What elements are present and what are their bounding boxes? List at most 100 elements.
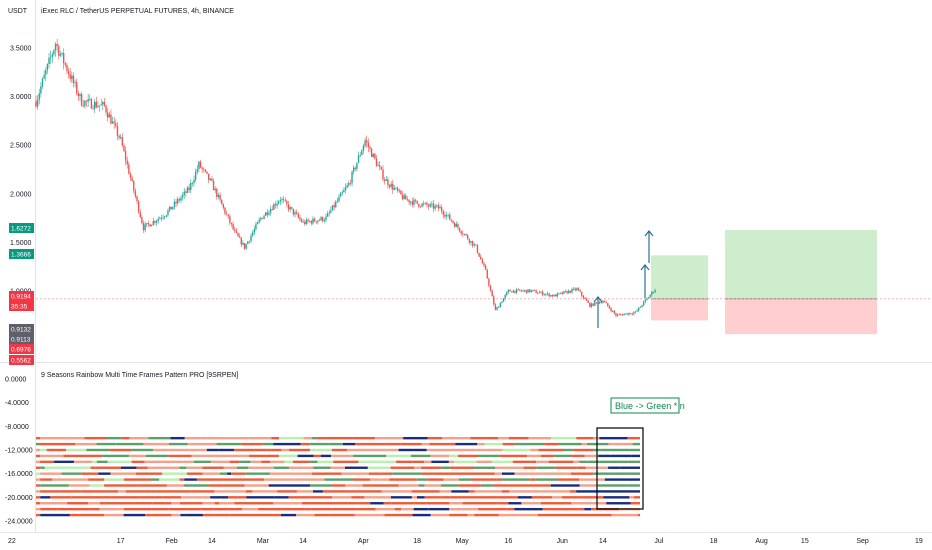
rainbow-segment [538,448,550,452]
rainbow-segment [243,502,273,505]
time-tick-label: 14 [208,538,216,545]
rainbow-segment [82,466,91,469]
candle-body [211,178,213,181]
loss-zone[interactable] [651,298,708,321]
rainbow-segment [36,484,41,487]
rainbow-segment [430,454,450,458]
candle-body [595,302,598,304]
candle-body [620,314,622,316]
candle-body [598,302,601,304]
rainbow-segment [540,454,555,458]
rainbow-segment [558,478,580,481]
price-tag-label: 0.9194 [11,294,31,301]
candle-body [115,123,117,127]
candle-body [201,167,203,169]
candle-body [398,190,400,192]
rainbow-segment [603,496,630,499]
profit-zone[interactable] [651,255,708,299]
rainbow-segment [476,448,487,452]
rainbow-segment [443,478,459,481]
loss-zone[interactable] [725,298,877,335]
rainbow-segment [514,472,542,475]
rainbow-segment [499,454,528,458]
rainbow-segment [71,496,85,499]
candle-body [481,259,484,264]
rainbow-segment [414,466,422,469]
rainbow-segment [424,496,435,499]
candle-body [116,126,119,136]
candle-body [172,206,174,210]
candle-body [157,218,159,222]
rainbow-segment [313,466,331,469]
candle-body [305,219,308,225]
rainbow-segment [237,496,247,499]
rainbow-segment [625,478,640,481]
candle-body [522,290,524,292]
rainbow-segment [283,478,296,481]
rainbow-segment [309,448,332,452]
indicator-axis[interactable]: 0.0000 -4.0000 -8.0000 -12.0000 -16.0000 -20.… [5,377,33,526]
rainbow-segment [96,442,116,446]
candle-body [56,44,58,47]
rainbow-segment [352,436,376,440]
rainbow-segment [381,490,388,493]
candle-body [45,70,47,75]
rainbow-segment [186,466,203,469]
candle-body [585,298,588,301]
rainbow-segment [506,507,515,511]
rainbow-segment [239,460,251,464]
candle-body [281,199,283,201]
rainbow-segment [264,478,284,481]
candle-body [377,165,379,167]
time-tick-label: 16 [504,538,512,545]
rainbow-segment [606,502,631,505]
candle-body [322,217,324,222]
price-pane[interactable] [35,38,932,335]
rainbow-segment [213,513,230,517]
rainbow-segment [498,496,518,499]
rainbow-segment [269,472,286,475]
candle-body [493,296,495,305]
candle-body [354,167,357,169]
candle-body [346,185,348,188]
rainbow-segment [226,436,249,440]
rainbow-segment [626,448,640,452]
rainbow-segment [139,496,146,499]
rainbow-segment [412,513,431,517]
time-tick-label: 14 [299,538,307,545]
rainbow-segment [428,507,450,511]
rainbow-segment [427,436,443,440]
candle-body [468,239,471,243]
rainbow-segment [571,454,585,458]
candle-body [326,213,329,217]
rainbow-segment [431,460,449,464]
candle-body [579,290,581,292]
rainbow-segment [184,436,201,440]
rainbow-segment [502,472,515,475]
profit-zone[interactable] [725,230,877,299]
candle-body [393,188,396,190]
time-axis[interactable]: 22 17 Feb 14 Mar 14 Apr 18 May 16 Jun 14 Jul 18 Aug 15 S… [8,538,923,545]
rainbow-segment [346,448,370,452]
candle-body [41,78,44,87]
rainbow-segment [416,496,425,499]
rainbow-segment [424,460,432,464]
rainbow-segment [73,460,93,464]
rainbow-segment [450,496,476,499]
candle-body [538,292,541,294]
indicator-pane[interactable] [36,436,640,517]
candle-body [537,293,539,294]
price-tag [9,291,34,301]
rainbow-segment [354,513,380,517]
rainbow-segment [309,442,329,446]
candle-body [149,224,151,227]
rainbow-segment [541,472,567,475]
rainbow-segment [179,466,187,469]
candle-body [519,289,521,291]
rainbow-segment [229,513,243,517]
rainbow-segment [273,442,301,446]
rainbow-segment [153,448,168,452]
candle-body [98,105,101,107]
rainbow-segment [213,507,221,511]
